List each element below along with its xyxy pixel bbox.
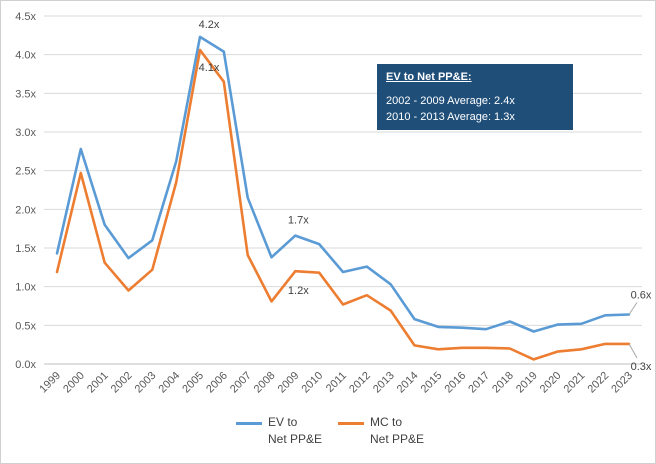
x-axis-ticks: 1999200020012002200320042005200620072008… [37,370,635,396]
x-tick-label: 2013 [371,370,397,396]
x-tick-label: 2014 [395,370,421,396]
y-tick-label: 3.5x [15,88,36,100]
callout-line-2: 2010 - 2013 Average: 1.3x [386,111,515,123]
x-tick-label: 2020 [538,370,564,396]
data-label: 4.1x [199,62,220,74]
legend-label-ev: EV to Net PP&E [268,415,323,446]
x-tick-label: 2010 [299,370,325,396]
legend-label-mc: MC to Net PP&E [370,415,425,446]
y-tick-label: 0.5x [15,320,36,332]
callout-line-1: 2002 - 2009 Average: 2.4x [386,95,515,107]
x-tick-label: 2006 [204,370,230,396]
y-tick-label: 1.0x [15,282,36,294]
series-lines [55,35,631,361]
data-label: 0.3x [631,361,652,373]
annotation-leader [628,343,638,359]
series-line-ev [55,35,631,333]
y-tick-label: 1.5x [15,243,36,255]
y-tick-label: 4.5x [15,11,36,23]
y-tick-label: 2.5x [15,166,36,178]
gridlines [44,15,642,365]
x-tick-label: 2008 [252,370,278,396]
x-tick-label: 2002 [109,370,135,396]
y-tick-label: 0.0x [15,359,36,371]
x-tick-label: 2022 [585,370,611,396]
x-tick-label: 2018 [490,370,516,396]
series-line-mc [55,48,631,361]
x-tick-label: 2007 [228,370,254,396]
y-tick-label: 3.0x [15,127,36,139]
x-tick-label: 2000 [61,370,87,396]
data-label: 0.6x [631,290,652,302]
x-tick-label: 1999 [37,370,63,396]
legend-swatch-ev [236,422,262,425]
y-tick-label: 4.0x [15,50,36,62]
data-label: 4.2x [199,19,220,31]
average-callout-box: EV to Net PP&E: 2002 - 2009 Average: 2.4… [377,64,573,130]
x-tick-label: 2011 [324,370,349,395]
y-axis-ticks: 0.0x 0.5x 1.0x 1.5x 2.0x 2.5x 3.0x 3.5x 4.0x 4.5x [15,11,36,371]
x-tick-label: 2019 [514,370,540,396]
x-tick-label: 2015 [419,370,445,396]
x-tick-label: 2016 [442,370,468,396]
x-tick-label: 2021 [562,370,588,396]
data-label: 1.2x [288,285,309,297]
x-tick-label: 2004 [156,370,182,396]
legend-item-mc: MC to Net PP&E [338,414,424,448]
legend-item-ev: EV to Net PP&E [236,414,322,448]
x-tick-label: 2017 [466,370,492,396]
y-tick-label: 2.0x [15,204,36,216]
x-tick-label: 2023 [609,370,635,396]
callout-title: EV to Net PP&E: [386,71,472,83]
chart-legend: EV to Net PP&E MC to Net PP&E [236,414,496,458]
data-label: 1.7x [288,215,309,227]
x-tick-label: 2012 [347,370,373,396]
x-tick-label: 2009 [276,370,302,396]
x-tick-label: 2001 [85,370,111,396]
x-tick-label: 2003 [133,370,159,396]
x-tick-label: 2005 [180,370,206,396]
legend-swatch-mc [338,422,364,425]
annotation-leader [628,302,638,315]
data-annotations: 4.2x 4.1x 1.7x 1.2x 0.6x 0.3x [199,19,652,373]
